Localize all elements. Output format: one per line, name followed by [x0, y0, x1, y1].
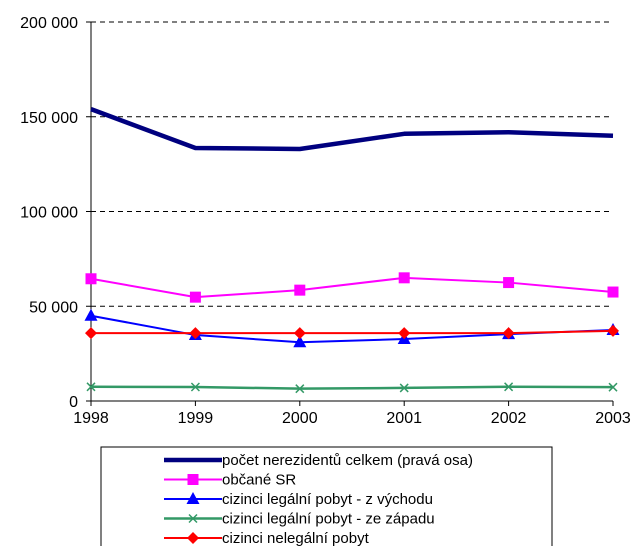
legend-label: občané SR — [222, 472, 296, 489]
legend-swatch-marker — [186, 492, 200, 504]
y-tick-label: 150 000 — [20, 110, 78, 127]
data-point — [86, 382, 96, 392]
y-tick-label: 0 — [69, 394, 78, 411]
series-2 — [85, 272, 619, 303]
data-point — [503, 277, 515, 289]
legend-entry: cizinci legální pobyt - z východu — [164, 491, 433, 508]
data-point — [293, 335, 307, 348]
series-5 — [85, 324, 619, 340]
y-tick-label: 50 000 — [29, 299, 78, 316]
series-line — [90, 314, 614, 344]
y-tick-label: 200 000 — [20, 15, 78, 32]
data-point — [398, 272, 410, 284]
x-tick-label: 2001 — [386, 410, 422, 427]
series-4 — [86, 382, 618, 394]
legend: počet nerezidentů celkem (pravá osa) obča… — [100, 446, 553, 546]
data-point — [607, 324, 619, 337]
series-line — [90, 107, 614, 152]
y-axis-ticks: 0 50 000 100 000 150 000 200 000 — [20, 15, 91, 411]
data-point — [504, 382, 514, 392]
data-point — [398, 327, 411, 340]
data-point — [294, 284, 306, 296]
legend-entry: občané SR — [164, 472, 296, 489]
legend-swatch-marker — [187, 474, 199, 485]
legend-swatch-marker — [187, 532, 199, 544]
data-point — [189, 327, 202, 340]
data-point — [84, 308, 98, 321]
legend-entry: počet nerezidentů celkem (pravá osa) — [164, 452, 473, 469]
x-tick-label: 1999 — [178, 410, 214, 427]
legend-swatch-marker — [188, 513, 198, 524]
legend-box — [100, 446, 553, 546]
series-1 — [90, 107, 614, 152]
series-3 — [84, 308, 620, 348]
x-tick-label: 2003 — [595, 410, 631, 427]
data-point — [189, 291, 201, 303]
series-line — [90, 385, 614, 390]
legend-label: cizinci legální pobyt - ze západu — [222, 511, 435, 528]
data-point — [293, 327, 306, 340]
series-lines — [84, 107, 620, 394]
data-point — [502, 327, 515, 340]
x-tick-label: 2002 — [491, 410, 527, 427]
data-point — [85, 327, 97, 340]
data-point — [608, 382, 618, 392]
data-point — [295, 384, 305, 394]
grid-lines — [91, 21, 613, 307]
y-tick-label: 100 000 — [20, 205, 78, 222]
x-tick-label: 1998 — [73, 410, 109, 427]
series-line — [91, 329, 614, 335]
legend-entry: cizinci nelegální pobyt — [164, 530, 370, 546]
legend-label: cizinci legální pobyt - z východu — [222, 491, 433, 508]
series-line — [90, 276, 614, 299]
data-point — [607, 286, 619, 298]
x-tick-label: 2000 — [282, 410, 318, 427]
data-point — [85, 273, 97, 285]
data-point — [399, 383, 409, 393]
legend-label: cizinci nelegální pobyt — [222, 530, 370, 546]
legend-label: počet nerezidentů celkem (pravá osa) — [222, 452, 473, 469]
legend-entry: cizinci legální pobyt - ze západu — [164, 511, 435, 528]
data-point — [190, 382, 200, 392]
x-axis-ticks: 1998 1999 2000 2001 2002 2003 — [73, 401, 631, 427]
